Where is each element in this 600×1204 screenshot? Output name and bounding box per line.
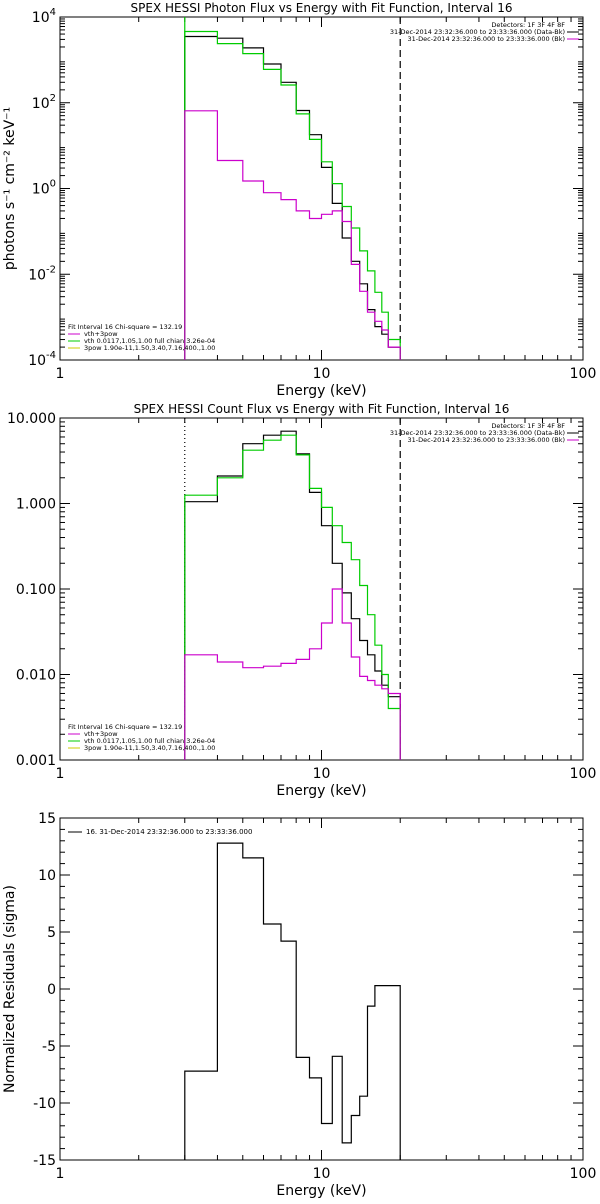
legend-entry: 3pow 1.90e-11,1.50,3.40,7.16,400.,1.00 bbox=[84, 344, 215, 352]
y-tick-label: 1.000 bbox=[16, 497, 56, 513]
y-tick-exponent: -2 bbox=[46, 264, 56, 275]
y-tick-base: 10 bbox=[28, 267, 46, 283]
plot-frame bbox=[59, 417, 584, 761]
y-tick-label: 0.010 bbox=[16, 668, 56, 684]
x-tick-label: 100 bbox=[570, 366, 597, 382]
y-tick-label: 0.100 bbox=[16, 582, 56, 598]
y-axis-label: photons s⁻¹ cm⁻² keV⁻¹ bbox=[2, 107, 18, 270]
y-tick-label: -5 bbox=[42, 1039, 56, 1055]
y-tick-label: -15 bbox=[33, 1153, 56, 1169]
y-tick-label: -10 bbox=[33, 1096, 56, 1112]
x-tick-label: 100 bbox=[570, 766, 597, 782]
legend-entry: Fit Interval 16 Chi-square = 132.19 bbox=[68, 323, 182, 331]
y-tick-label: 10 bbox=[38, 868, 56, 884]
y-tick-label: 100 bbox=[32, 179, 56, 198]
legend-entry: 31-Dec-2014 23:32:36.000 to 23:33:36.000… bbox=[408, 35, 566, 43]
series-1-line bbox=[184, 35, 401, 360]
x-axis-label: Energy (keV) bbox=[276, 383, 366, 399]
y-tick-exponent: 0 bbox=[50, 179, 56, 190]
y-tick-base: 10 bbox=[32, 96, 50, 112]
series-1-line bbox=[184, 430, 401, 760]
legend-entry: 3pow 1.90e-11,1.50,3.40,7.16,400.,1.00 bbox=[84, 744, 215, 752]
series-2-line bbox=[184, 30, 401, 360]
x-tick-label: 1 bbox=[56, 1166, 65, 1182]
y-tick-exponent: 4 bbox=[50, 7, 56, 18]
series-3-line bbox=[184, 110, 401, 360]
x-axis-label: Energy (keV) bbox=[276, 783, 366, 799]
legend-entry: 31-Dec-2014 23:32:36.000 to 23:33:36.000… bbox=[390, 429, 565, 437]
legend-entry: Detectors: 1F 3F 4F 8F bbox=[491, 422, 565, 430]
y-tick-exponent: -4 bbox=[46, 350, 56, 361]
y-tick-label: 10-2 bbox=[28, 264, 56, 283]
plot-frame bbox=[59, 16, 584, 361]
y-tick-label: 0.001 bbox=[16, 753, 56, 769]
y-tick-base: 10 bbox=[32, 10, 50, 26]
legend-entry: vth+3pow bbox=[84, 330, 118, 338]
chart-title: SPEX HESSI Photon Flux vs Energy with Fi… bbox=[131, 1, 513, 15]
y-axis-label: Normalized Residuals (sigma) bbox=[2, 885, 18, 1093]
legend-entry: vth+3pow bbox=[84, 730, 118, 738]
legend-entry: Detectors: 1F 3F 4F 8F bbox=[491, 21, 565, 29]
x-tick-label: 10 bbox=[313, 1166, 331, 1182]
legend-entry: 31-Dec-2014 23:32:36.000 to 23:33:36.000… bbox=[408, 436, 566, 444]
chart-title: SPEX HESSI Count Flux vs Energy with Fit… bbox=[134, 402, 510, 416]
y-tick-label: 10-4 bbox=[28, 350, 56, 369]
legend-entry: vth 0.0117,1.05,1.00 full chian 3.26e-04 bbox=[84, 737, 215, 745]
legend-entry: vth 0.0117,1.05,1.00 full chian 3.26e-04 bbox=[84, 337, 215, 345]
y-tick-label: 5 bbox=[47, 925, 56, 941]
x-tick-label: 1 bbox=[56, 366, 65, 382]
y-tick-label: 15 bbox=[38, 811, 56, 827]
y-tick-label: 104 bbox=[32, 7, 56, 26]
legend-entry: 16. 31-Dec-2014 23:32:36.000 to 23:33:36… bbox=[86, 828, 252, 836]
y-tick-exponent: 2 bbox=[50, 93, 56, 104]
x-tick-label: 10 bbox=[313, 766, 331, 782]
y-tick-label: 102 bbox=[32, 93, 56, 112]
x-tick-label: 1 bbox=[56, 766, 65, 782]
series-2-line bbox=[184, 434, 401, 760]
x-tick-label: 100 bbox=[570, 1166, 597, 1182]
chart-3: 1 10 100 Energy (keV) 15 10 5 0 -5 -10 -15 Normaliz… bbox=[2, 811, 596, 1199]
series-1-line bbox=[184, 842, 401, 1160]
y-tick-base: 10 bbox=[32, 182, 50, 198]
x-tick-label: 10 bbox=[313, 366, 331, 382]
y-tick-base: 10 bbox=[28, 353, 46, 369]
x-axis-label: Energy (keV) bbox=[276, 1183, 366, 1199]
chart-2: SPEX HESSI Count Flux vs Energy with Fit… bbox=[7, 402, 596, 799]
series-3-line bbox=[184, 588, 401, 760]
legend-entry: Fit Interval 16 Chi-square = 132.19 bbox=[68, 723, 182, 731]
y-tick-label: 10.000 bbox=[7, 411, 56, 427]
chart-1: SPEX HESSI Photon Flux vs Energy with Fi… bbox=[2, 1, 596, 399]
legend-entry: 31-Dec-2014 23:32:36.000 to 23:33:36.000… bbox=[390, 28, 565, 36]
y-tick-label: 0 bbox=[47, 982, 56, 998]
